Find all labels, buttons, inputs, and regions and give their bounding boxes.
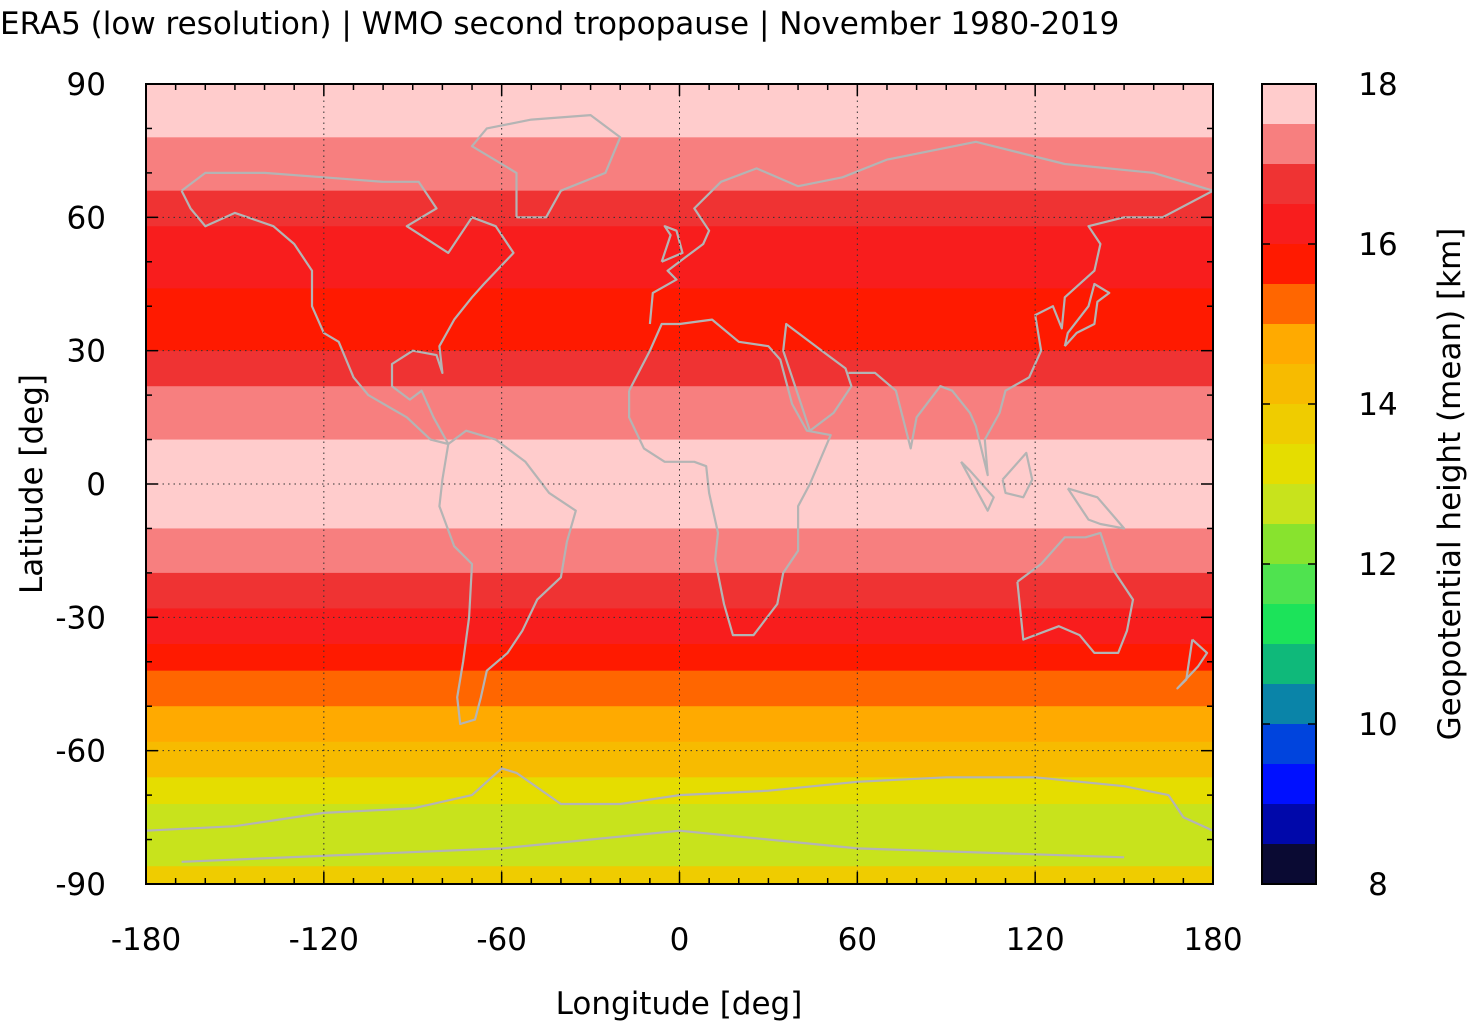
y-tick-label: -60	[55, 734, 106, 770]
colorbar-level	[1262, 84, 1316, 125]
colorbar-tick-label: 8	[1368, 867, 1388, 903]
x-tick-label: -60	[476, 922, 527, 958]
latitude-band-3	[146, 226, 1213, 290]
coastline-2	[648, 140, 1213, 325]
latitude-band-6	[146, 386, 1213, 441]
latitude-band-5	[146, 350, 1213, 387]
coastline-11	[1063, 282, 1111, 347]
colorbar-frame	[1261, 83, 1317, 885]
colorbar-level	[1262, 364, 1316, 405]
coastline-4	[782, 322, 853, 432]
y-tick-label: -30	[55, 600, 106, 636]
y-tick-label: 0	[86, 467, 106, 503]
colorbar-level	[1262, 284, 1316, 325]
colorbar-level	[1262, 204, 1316, 245]
coastline-7	[1176, 638, 1209, 690]
colorbar-level	[1262, 324, 1316, 365]
grid-lines	[146, 84, 1213, 884]
colorbar-level	[1262, 684, 1316, 725]
y-axis-label: Latitude [deg]	[14, 374, 50, 594]
colorbar-label: Geopotential height (mean) [km]	[1432, 228, 1468, 741]
latitude-band-11	[146, 644, 1213, 672]
colorbar-level	[1262, 404, 1316, 445]
y-axis-ticks: 90 60 30 0 -30 -60 -90	[55, 67, 1213, 903]
colorbar-level	[1262, 164, 1316, 205]
coastline-13	[1001, 451, 1034, 499]
colorbar-tick-label: 14	[1358, 387, 1397, 423]
colorbar-level	[1262, 724, 1316, 765]
colorbar-level	[1262, 244, 1316, 285]
x-axis-ticks: -180 -120 -60 0 60 120 180	[111, 84, 1243, 958]
x-tick-label: 0	[670, 922, 690, 958]
coastline-10	[660, 225, 684, 263]
latitude-band-2	[146, 190, 1213, 227]
colorbar-tick-label: 12	[1358, 547, 1397, 583]
coastline-3	[628, 318, 832, 637]
latitude-band-1	[146, 137, 1213, 192]
colorbar-level	[1262, 644, 1316, 685]
coastlines	[146, 114, 1213, 863]
coastline-14	[1066, 487, 1126, 530]
colorbar-tick-label: 10	[1358, 707, 1397, 743]
latitude-band-4	[146, 288, 1213, 352]
x-tick-label: 60	[838, 922, 877, 958]
colorbar-level	[1262, 524, 1316, 565]
coastline-12	[960, 461, 995, 512]
colorbar-ticks: 18 16 14 12 10 8	[1262, 67, 1398, 903]
y-tick-label: -90	[55, 867, 106, 903]
colorbar-level	[1262, 844, 1316, 885]
colorbar-level	[1262, 484, 1316, 525]
x-tick-label: 120	[1006, 922, 1065, 958]
coastline-9	[146, 767, 1213, 832]
coastline-6	[1016, 531, 1135, 654]
chart-title: ERA5 (low resolution) | WMO second tropo…	[0, 6, 1119, 42]
colorbar-level	[1262, 124, 1316, 165]
latitude-band-10	[146, 608, 1213, 645]
colorbar-level	[1262, 444, 1316, 485]
colorbar-level	[1262, 564, 1316, 605]
coastline-15	[181, 829, 1125, 863]
coastline-8	[470, 114, 622, 219]
y-tick-label: 30	[67, 334, 106, 370]
colorbar-level	[1262, 764, 1316, 805]
latitude-band-15	[146, 777, 1213, 805]
y-tick-label: 90	[67, 67, 106, 103]
colorbar-tick-label: 16	[1358, 227, 1397, 263]
colorbar	[1262, 84, 1316, 885]
x-axis-label: Longitude [deg]	[556, 986, 803, 1022]
colorbar-tick-label: 18	[1358, 67, 1397, 103]
x-tick-label: -180	[111, 922, 181, 958]
y-tick-label: 60	[67, 200, 106, 236]
x-tick-label: -120	[289, 922, 359, 958]
colorbar-level	[1262, 804, 1316, 845]
coastline-5	[848, 189, 1213, 477]
x-tick-label: 180	[1183, 922, 1242, 958]
coastline-1	[438, 429, 577, 726]
colorbar-level	[1262, 604, 1316, 645]
